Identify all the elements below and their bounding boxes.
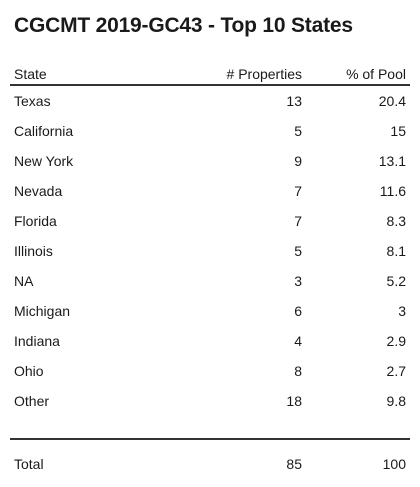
properties-cell: 7	[294, 213, 302, 229]
header-state: State	[10, 64, 170, 86]
properties-cell: 18	[286, 393, 302, 409]
spacer-row	[10, 416, 410, 439]
table-row: New York 9 13.1	[10, 146, 410, 176]
table-row: Indiana 4 2.9	[10, 326, 410, 356]
properties-cell: 9	[294, 153, 302, 169]
state-cell: Ohio	[14, 363, 44, 379]
pct-of-pool-cell: 8.3	[386, 213, 406, 229]
pct-of-pool-cell: 13.1	[378, 153, 406, 169]
table-row: California 5 15	[10, 116, 410, 146]
state-cell: Michigan	[14, 303, 71, 319]
table-row: Nevada 7 11.6	[10, 176, 410, 206]
table-row: Other 18 9.8	[10, 386, 410, 416]
pct-of-pool-cell: 3	[398, 303, 406, 319]
pct-of-pool-cell: 2.7	[386, 363, 406, 379]
pct-of-pool-cell: 5.2	[386, 273, 406, 289]
total-label: Total	[10, 438, 170, 483]
state-cell: NA	[14, 273, 34, 289]
properties-cell: 6	[294, 303, 302, 319]
properties-cell: 3	[294, 273, 302, 289]
state-cell: Florida	[14, 213, 57, 229]
total-properties: 85	[170, 438, 306, 483]
pct-of-pool-cell: 8.1	[386, 243, 406, 259]
table-body: Texas 13 20.4 California 5 15 New York 9 13.1 Nev…	[10, 85, 410, 416]
pct-of-pool-cell: 11.6	[379, 183, 406, 199]
total-pct: 100	[306, 438, 410, 483]
table-row: Florida 7 8.3	[10, 206, 410, 236]
state-cell: Other	[14, 393, 50, 409]
table-row: Ohio 8 2.7	[10, 356, 410, 386]
properties-cell: 13	[286, 93, 302, 109]
total-row: Total 85 100	[10, 438, 410, 483]
chart-title: CGCMT 2019-GC43 - Top 10 States	[14, 14, 353, 37]
properties-cell: 5	[294, 243, 302, 259]
state-cell: Nevada	[14, 183, 63, 199]
pct-of-pool-cell: 15	[390, 123, 406, 139]
properties-cell: 5	[294, 123, 302, 139]
pct-of-pool-cell: 9.8	[386, 393, 406, 409]
state-cell: Texas	[14, 93, 51, 109]
table-row: Michigan 6 3	[10, 296, 410, 326]
state-cell: Illinois	[14, 243, 53, 259]
state-cell: New York	[14, 153, 74, 169]
properties-cell: 8	[294, 363, 302, 379]
pct-of-pool-cell: 20.4	[378, 93, 406, 109]
header-pct-of-pool: % of Pool	[306, 64, 410, 86]
state-cell: California	[14, 123, 74, 139]
header-row: State # Properties % of Pool	[10, 64, 410, 86]
state-cell: Indiana	[14, 333, 60, 349]
pct-of-pool-cell: 2.9	[386, 333, 406, 349]
table-row: Texas 13 20.4	[10, 85, 410, 116]
table-row: NA 3 5.2	[10, 266, 410, 296]
properties-cell: 7	[294, 183, 302, 199]
table-row: Illinois 5 8.1	[10, 236, 410, 266]
top-states-table: State # Properties % of Pool Texas 13 20.4…	[10, 64, 410, 483]
properties-cell: 4	[294, 333, 302, 349]
header-properties: # Properties	[170, 64, 306, 86]
